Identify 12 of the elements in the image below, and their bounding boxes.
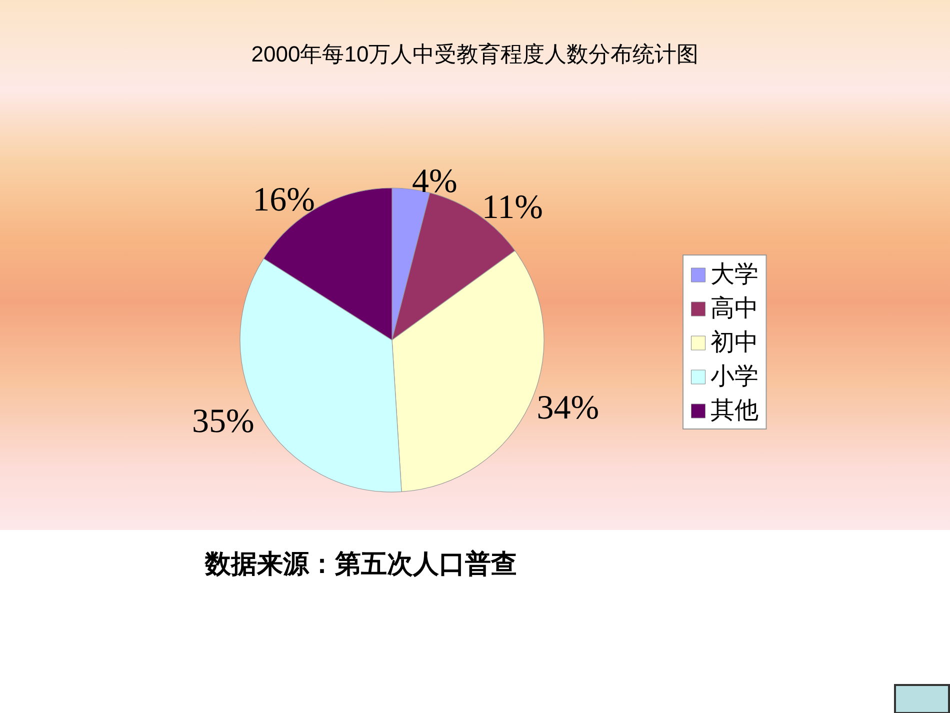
- chart-title: 2000年每10万人中受教育程度人数分布统计图: [251, 42, 699, 66]
- data-label: 16%: [252, 181, 315, 218]
- data-label: 34%: [536, 390, 600, 427]
- legend-label: 其他: [710, 398, 758, 424]
- source-note: 数据来源：第五次人口普查: [204, 548, 517, 578]
- legend-label: 大学: [710, 262, 758, 288]
- data-label: 11%: [482, 189, 543, 226]
- data-label: 4%: [412, 162, 458, 200]
- data-label: 35%: [192, 402, 254, 440]
- legend-label: 初中: [710, 329, 758, 356]
- legend-label: 高中: [710, 295, 758, 322]
- legend-label: 小学: [710, 364, 758, 390]
